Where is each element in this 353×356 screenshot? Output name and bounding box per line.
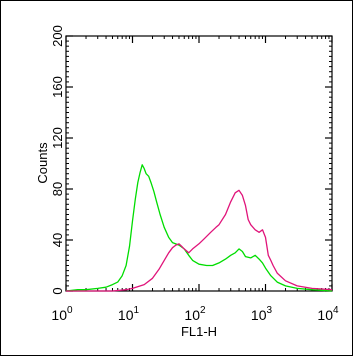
minor-ticks [66, 35, 332, 292]
y-tick-label: 160 [50, 76, 65, 98]
y-tick-label: 200 [50, 25, 65, 47]
x-tick-label: 104 [317, 305, 339, 323]
plot-border [65, 35, 333, 292]
x-tick-label: 101 [118, 305, 140, 323]
y-axis-label: Counts [35, 142, 50, 184]
major-ticks [65, 35, 333, 292]
x-tick-label: 100 [51, 305, 73, 323]
plot-area [65, 35, 333, 292]
tick-labels: 100 101 102 103 104 0 40 80 120 160 200 [50, 25, 339, 323]
y-tick-label: 80 [50, 182, 65, 196]
x-tick-label: 103 [251, 305, 273, 323]
y-tick-label: 40 [50, 233, 65, 247]
x-tick-label: 102 [184, 305, 206, 323]
series-line-2 [66, 189, 333, 292]
series-layer [65, 164, 333, 292]
y-tick-label: 0 [50, 287, 65, 294]
series-line-1 [65, 164, 333, 292]
y-tick-label: 120 [50, 127, 65, 149]
x-axis-label: FL1-H [181, 324, 217, 339]
